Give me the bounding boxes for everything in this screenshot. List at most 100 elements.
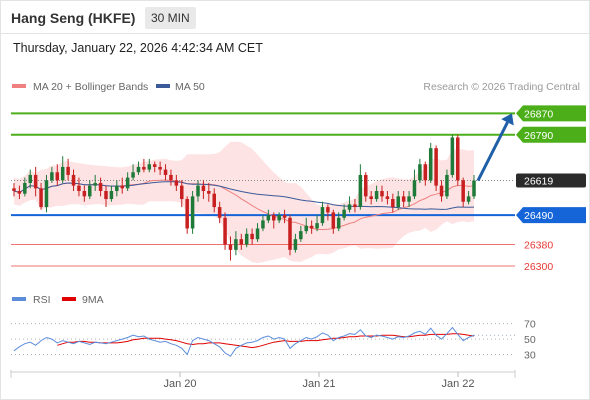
candle-body	[125, 177, 130, 189]
candle-body	[358, 174, 363, 208]
pivot-level-label: 26490	[524, 210, 553, 222]
resistance-level-label: 26790	[524, 130, 553, 142]
candle-body	[55, 172, 60, 181]
candle-body	[23, 182, 27, 194]
candle-body	[304, 225, 308, 232]
candle-body	[131, 172, 135, 178]
candle-body	[169, 174, 173, 181]
candle-body	[353, 204, 357, 208]
header-divider	[0, 33, 590, 34]
candle-body	[136, 166, 141, 173]
instrument-title: Hang Seng (HKFE)	[11, 10, 136, 26]
candle-body	[163, 169, 168, 175]
interval-badge[interactable]: 30 MIN	[145, 7, 196, 29]
rsi-line	[13, 326, 475, 357]
candle-body	[412, 180, 417, 197]
ma9-legend-swatch	[62, 297, 76, 301]
candle-body	[77, 185, 81, 191]
bollinger-band	[14, 141, 474, 263]
ma9-legend-label: 9MA	[82, 294, 104, 306]
candle-body	[250, 233, 254, 240]
candle-body	[423, 164, 428, 181]
candle-body	[152, 164, 157, 167]
x-axis-tick-label: Jan 22	[441, 378, 474, 390]
candle-body	[88, 185, 92, 197]
candle-body	[472, 180, 476, 197]
candle-body	[331, 212, 336, 229]
candle-body	[185, 199, 189, 229]
candle-body	[434, 148, 438, 186]
rsi-tick-label: 30	[524, 350, 536, 362]
candle-body	[450, 137, 455, 175]
candle-body	[17, 191, 22, 194]
candle-body	[380, 191, 384, 197]
candle-body	[201, 185, 206, 191]
candle-body	[272, 215, 276, 221]
timestamp: Thursday, January 22, 2026 4:42:34 AM CE…	[13, 41, 263, 55]
candle-body	[115, 185, 119, 191]
candle-body	[207, 191, 211, 194]
candle-body	[44, 180, 49, 208]
candle-body	[428, 148, 433, 181]
candle-body	[60, 166, 65, 181]
resistance-level-label: 26870	[524, 108, 553, 120]
candle-body	[299, 231, 303, 240]
ma20-legend-label: MA 20 + Bollinger Bands	[33, 81, 148, 93]
candle-body	[293, 239, 298, 250]
candle-body	[39, 188, 43, 208]
last-price-value: 26619	[524, 176, 553, 188]
candle-body	[282, 215, 287, 218]
ma50-legend-swatch	[156, 84, 170, 88]
ma50-line	[13, 181, 475, 210]
candle-body	[456, 137, 460, 181]
candle-body	[466, 196, 471, 202]
candle-body	[385, 196, 390, 200]
candle-body	[82, 191, 87, 197]
candle-body	[223, 217, 227, 245]
rsi-tick-label: 50	[524, 334, 536, 346]
pivot-tag	[516, 207, 586, 224]
rsi-legend-label: RSI	[33, 294, 51, 306]
x-axis-tick-label: Jan 20	[163, 378, 196, 390]
candle-body	[109, 191, 114, 200]
support-level-label: 26300	[524, 261, 553, 273]
candle-body	[28, 174, 32, 183]
candle-body	[234, 239, 238, 250]
candle-body	[196, 185, 200, 197]
candle-body	[158, 166, 162, 170]
candle-body	[104, 191, 108, 200]
candle-body	[418, 164, 422, 181]
candle-body	[217, 207, 222, 218]
rsi-pane: 70 50 30	[11, 319, 536, 362]
resistance-tag	[516, 126, 586, 143]
candle-body	[364, 174, 368, 197]
candle-body	[190, 196, 195, 229]
ma50-legend-label: MA 50	[175, 81, 205, 93]
candle-body	[33, 174, 38, 189]
research-credit[interactable]: Research © 2026 Trading Central	[423, 81, 580, 93]
candle-body	[369, 196, 373, 200]
candle-body	[239, 239, 244, 245]
candle-body	[98, 182, 103, 191]
candle-body	[71, 174, 76, 186]
last-price-tag	[516, 173, 586, 188]
candle-body	[374, 191, 379, 200]
candle-body	[174, 180, 179, 186]
candle-body	[396, 196, 400, 208]
candle-body	[336, 217, 341, 229]
x-axis-tick-label: Jan 21	[302, 378, 335, 390]
forecast-arrow-shaft	[476, 121, 509, 182]
candle-body	[277, 215, 281, 221]
candle-body	[93, 182, 97, 186]
rsi-tick-label: 70	[524, 319, 536, 331]
rsi-legend-swatch	[12, 297, 26, 301]
forecast-arrow-head	[501, 113, 514, 126]
rsi-9ma-line	[57, 333, 475, 349]
candle-body	[401, 196, 406, 202]
candle-body	[244, 233, 249, 245]
candle-body	[309, 225, 314, 229]
candle-body	[407, 196, 411, 202]
candle-body	[255, 228, 260, 240]
